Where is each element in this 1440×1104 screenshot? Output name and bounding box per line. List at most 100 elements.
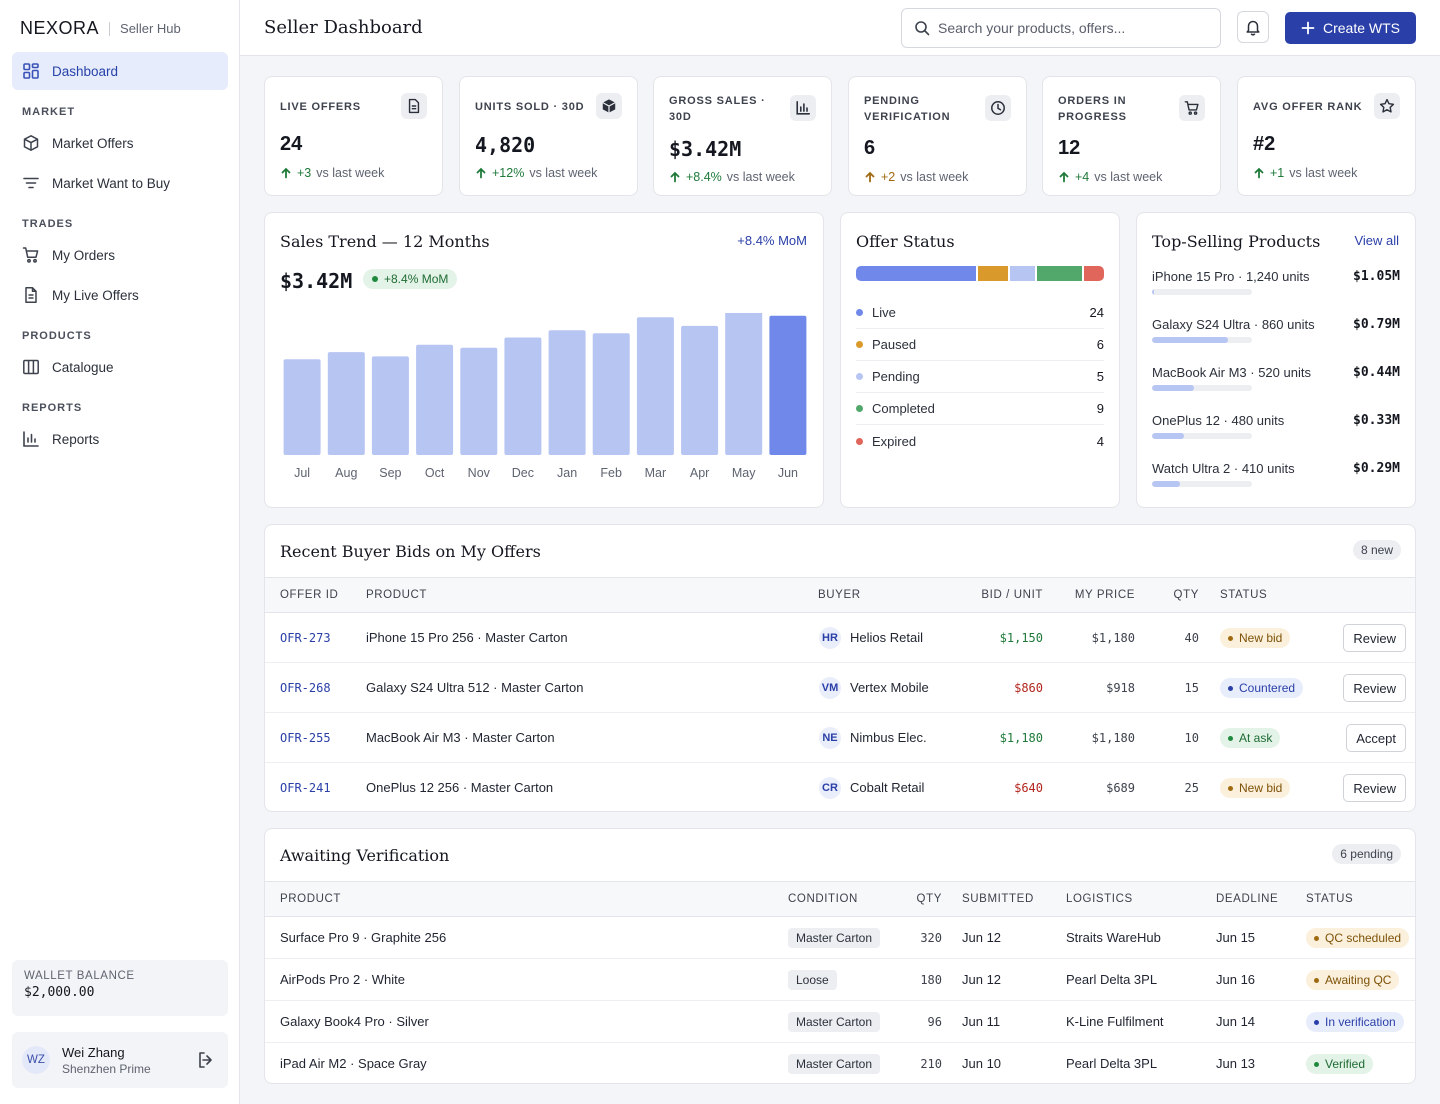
offer-status-card: Offer Status Live 24 Paused 6 Pending 5 Comple… [840, 212, 1120, 508]
kpi-card-avg-offer-rank[interactable]: AVG OFFER RANK #2 +1 vs last week [1237, 76, 1416, 196]
product-row[interactable]: Watch Ultra 2 · 410 units $0.29M [1152, 461, 1400, 501]
chart-bar[interactable] [460, 347, 498, 455]
nav-item-market-offers[interactable]: Market Offers [12, 124, 228, 162]
nav-item-market-want-to-buy[interactable]: Market Want to Buy [12, 164, 228, 202]
accept-button[interactable]: Accept [1346, 724, 1406, 752]
column-header[interactable]: PRODUCT [366, 589, 428, 601]
status-count: 4 [1096, 433, 1104, 449]
product-row[interactable]: Galaxy S24 Ultra · 860 units $0.79M [1152, 317, 1400, 357]
review-button[interactable]: Review [1343, 624, 1406, 652]
brand-logo[interactable]: NEXORA [20, 18, 100, 38]
column-header[interactable]: LOGISTICS [1066, 893, 1133, 905]
table-row[interactable]: iPad Air M2 · Space Gray Master Carton 210… [265, 1043, 1415, 1083]
brand: NEXORA Seller Hub [20, 18, 181, 39]
offer-id-link[interactable]: OFR-241 [280, 781, 331, 795]
offer-id-link[interactable]: OFR-268 [280, 681, 331, 695]
brand-subtitle: Seller Hub [120, 21, 181, 36]
status-row[interactable]: Live 24 [856, 297, 1104, 329]
search-input[interactable] [938, 20, 1208, 36]
column-header[interactable]: QTY [1173, 589, 1199, 601]
kpi-value: 24 [280, 133, 303, 155]
column-header[interactable]: BUYER [818, 589, 861, 601]
offer-id-link[interactable]: OFR-255 [280, 731, 331, 745]
kpi-label: PENDING VERIFICATION [864, 95, 951, 123]
logout-icon[interactable] [196, 1050, 216, 1070]
kpi-card-gross-sales[interactable]: GROSS SALES · 30D $3.42M +8.4% vs last we… [653, 76, 832, 196]
nav-section-products: PRODUCTS [22, 330, 92, 342]
status-name: Expired [872, 433, 917, 449]
status-text: At ask [1239, 731, 1273, 745]
chart-bar[interactable] [636, 317, 674, 456]
notifications-button[interactable] [1237, 11, 1269, 43]
table-row[interactable]: OFR-255 MacBook Air M3 · Master Carton NE N… [265, 713, 1415, 763]
chart-bar[interactable] [504, 337, 542, 456]
chart-bar[interactable] [371, 356, 409, 455]
create-wts-button[interactable]: Create WTS [1285, 12, 1416, 44]
status-row[interactable]: Completed 9 [856, 393, 1104, 425]
nav-item-catalogue[interactable]: Catalogue [12, 348, 228, 386]
table-row[interactable]: OFR-268 Galaxy S24 Ultra 512 · Master Car… [265, 663, 1415, 713]
table-row[interactable]: Surface Pro 9 · Graphite 256 Master Carto… [265, 917, 1415, 959]
buyer-name: Cobalt Retail [850, 780, 925, 795]
arrow-up-icon [1254, 167, 1264, 179]
product-row[interactable]: OnePlus 12 · 480 units $0.33M [1152, 413, 1400, 453]
chart-bar[interactable] [592, 333, 630, 455]
nav-item-reports[interactable]: Reports [12, 420, 228, 458]
offer-id-link[interactable]: OFR-273 [280, 631, 331, 645]
column-header[interactable]: STATUS [1306, 893, 1354, 905]
product-name: Galaxy S24 Ultra 512 · Master Carton [366, 680, 584, 695]
status-dot [1314, 1061, 1319, 1067]
kpi-card-units-sold[interactable]: UNITS SOLD · 30D 4,820 +12% vs last week [459, 76, 638, 196]
table-row[interactable]: OFR-241 OnePlus 12 256 · Master Carton CR C… [265, 763, 1415, 811]
avatar: WZ [22, 1046, 50, 1074]
search-box[interactable] [901, 8, 1221, 48]
status-row[interactable]: Paused 6 [856, 329, 1104, 361]
status-row[interactable]: Pending 5 [856, 361, 1104, 393]
review-button[interactable]: Review [1343, 774, 1406, 802]
chart-bar[interactable] [416, 344, 454, 455]
column-header[interactable]: OFFER ID [280, 589, 339, 601]
wallet-balance: WALLET BALANCE $2,000.00 [12, 960, 228, 1016]
kpi-delta-text: vs last week [529, 166, 598, 180]
kpi-card-pending-verification[interactable]: PENDING VERIFICATION 6 +2 vs last week [848, 76, 1027, 196]
nav-item-my-live-offers[interactable]: My Live Offers [12, 276, 228, 314]
kpi-card-live-offers[interactable]: LIVE OFFERS 24 +3 vs last week [264, 76, 443, 196]
product-revenue: $0.29M [1353, 461, 1400, 476]
chart-bar[interactable] [725, 313, 763, 455]
chart-bar[interactable] [769, 315, 807, 455]
submitted-date: Jun 12 [962, 972, 1002, 987]
status-dot [856, 405, 863, 412]
nav-item-my-orders[interactable]: My Orders [12, 236, 228, 274]
view-all-link[interactable]: View all [1354, 233, 1399, 248]
buyer-name: Helios Retail [850, 630, 923, 645]
column-header[interactable]: STATUS [1220, 589, 1268, 601]
column-header[interactable]: QTY [916, 893, 942, 905]
product-name: iPad Air M2 · Space Gray [280, 1056, 427, 1071]
kpi-delta-text: vs last week [1094, 170, 1163, 184]
table-row[interactable]: OFR-273 iPhone 15 Pro 256 · Master Carton… [265, 613, 1415, 663]
column-header[interactable]: MY PRICE [1074, 589, 1135, 601]
column-header[interactable]: DEADLINE [1216, 893, 1279, 905]
chart-bar[interactable] [283, 359, 321, 455]
status-segment [1084, 266, 1104, 281]
product-row[interactable]: MacBook Air M3 · 520 units $0.44M [1152, 365, 1400, 405]
bar-chart-icon [23, 431, 39, 447]
status-count: 6 [1096, 337, 1104, 352]
nav-item-dashboard[interactable]: Dashboard [12, 52, 228, 90]
chart-bar[interactable] [327, 352, 365, 455]
x-tick-label: Dec [512, 466, 534, 480]
column-header[interactable]: PRODUCT [280, 893, 342, 905]
chart-bar[interactable] [681, 325, 719, 455]
column-header[interactable]: CONDITION [788, 893, 858, 905]
chart-bar[interactable] [548, 330, 586, 455]
kpi-card-orders-in-progress[interactable]: ORDERS IN PROGRESS 12 +4 vs last week [1042, 76, 1221, 196]
review-button[interactable]: Review [1343, 674, 1406, 702]
product-row[interactable]: iPhone 15 Pro · 1,240 units $1.05M [1152, 269, 1400, 309]
status-row[interactable]: Expired 4 [856, 425, 1104, 457]
column-header[interactable]: SUBMITTED [962, 893, 1034, 905]
column-header[interactable]: BID / UNIT [981, 589, 1043, 601]
table-row[interactable]: Galaxy Book4 Pro · Silver Master Carton 96… [265, 1001, 1415, 1043]
table-row[interactable]: AirPods Pro 2 · White Loose 180 Jun 12 Pearl… [265, 959, 1415, 1001]
mom-link[interactable]: +8.4% MoM [737, 233, 807, 248]
buyer-avatar: CR [819, 777, 841, 799]
